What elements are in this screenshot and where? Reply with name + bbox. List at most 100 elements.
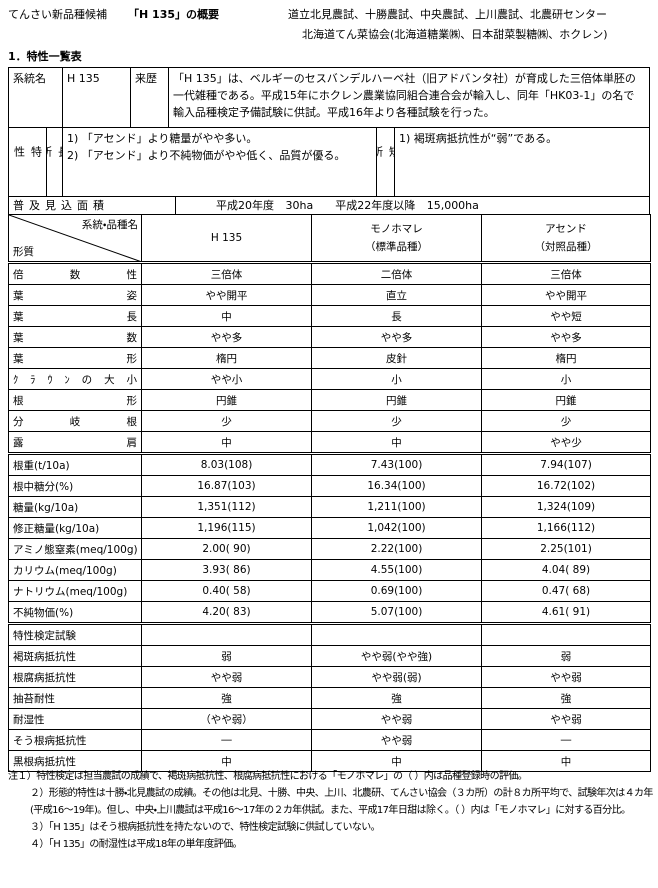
table-row: 露肩中中やや少 [8,431,651,454]
cell-value: 16.87(103) [141,475,312,497]
cell-value: 中 [141,305,312,327]
column-note: （標準品種） [365,241,428,253]
cell-value: 4.55(100) [311,559,482,581]
cell-value: 0.69(100) [311,580,482,602]
cell-value: 1,351(112) [141,496,312,518]
table-row: 不純物価(%) 4.20( 83) 5.07(100) 4.61( 91) [8,601,651,624]
cell-value: 5.07(100) [311,601,482,624]
cell-value: 楕円 [481,347,651,369]
row-label: そう根病抵抗性 [8,729,142,751]
corner-cell: 系統・品種名 形質 [8,214,142,263]
cell-value: 7.43(100) [311,452,482,476]
table-row: 根形 円錐 円錐 円錐 [8,389,651,411]
diagonal [9,215,141,262]
row-label: アミノ態窒素(meq/100g) [8,538,142,560]
table-row: 修正糖量(kg/10a) 1,196(115) 1,042(100) 1,166(11… [8,517,651,539]
row-label: 根腐病抵抗性 [8,666,142,688]
cell-value: 4.61( 91) [481,601,651,624]
table-row: 分岐根少少少 [8,410,651,432]
column-header: H 135 [141,214,312,263]
table-row: 褐斑病抵抗性弱やや弱(やや強) 弱 [8,645,651,667]
section-title: 1．特性一覧表 [8,50,82,63]
origin-label: 来歴 [130,67,169,128]
cell-value: 4.04( 89) [481,559,651,581]
row-label: 褐斑病抵抗性 [8,645,142,667]
cell-value: 皮針 [311,347,482,369]
cell-value: 7.94(107) [481,452,651,476]
cell-value: 中 [481,750,651,772]
trait-table: 系統・品種名 形質 H 135 モノホマレ （標準品種） アセンド （対照品種） 倍数性… [8,214,651,772]
note: ２）形態的特性は十勝・北見農試の成績。その他は北見、十勝、中央、上川、北農研、て… [30,788,653,816]
table-row: カリウム(meq/100g) 3.93( 86) 4.55(100) 4.04( 89… [8,559,651,581]
corner-top: 系統・品種名 [81,219,138,231]
cell-value: 1,196(115) [141,517,312,539]
row-label: 黒根病抵抗性 [8,750,142,772]
notes: 注１）特性検定は担当農試の成績で、褐斑病抵抗性、根腐病抵抗性における「モノホマレ… [8,768,653,853]
cell-value: やや弱(弱) [311,666,482,688]
table-row: ナトリウム(meq/100g) 0.40( 58) 0.69(100) 0.47( 6… [8,580,651,602]
doc-title: 「H 135」の概要 [128,8,219,21]
cell-value: 8.03(108) [141,452,312,476]
table-row: アミノ態窒素(meq/100g) 2.00( 90) 2.22(100) 2.25(1… [8,538,651,560]
cell-value: 中 [311,431,482,454]
demerits: 1) 褐斑病抵抗性が“弱”である。 [394,127,650,197]
demerit: 1) 褐斑病抵抗性が“弱”である。 [399,132,558,145]
cell-value: 少 [311,410,482,432]
row-label: 根重(t/10a) [8,452,142,476]
cell-value: 楕円 [141,347,312,369]
row-label: 不純物価(%) [8,601,142,624]
column-name: モノホマレ [370,223,423,235]
row-label: 抽苔耐性 [8,687,142,709]
area-value: 平成22年度以降 15,000ha [335,199,479,212]
cell-value: やや多 [481,326,651,348]
cell-value: 強 [141,687,312,709]
cell-value: 4.20( 83) [141,601,312,624]
row-label: 分岐根 [8,410,142,432]
cell-value: やや弱 [311,729,482,751]
cell-value: 弱 [141,645,312,667]
cell-value: 1,042(100) [311,517,482,539]
cell-value: やや開平 [141,284,312,306]
row-label: カリウム(meq/100g) [8,559,142,581]
merit: 2) 「アセンド」より不純物価がやや低く、品質が優る。 [67,149,346,162]
cell-value: 三倍体 [481,261,651,285]
organizations: 道立北見農試、十勝農試、中央農試、上川農試、北農研センター [288,8,607,21]
line-name: H 135 [62,67,131,128]
table-row: 黒根病抵抗性中中中 [8,750,651,772]
merit: 1) 「アセンド」より糖量がやや多い。 [67,132,258,145]
row-label: 根中糖分(%) [8,475,142,497]
group-title: 特性検定試験 [8,622,142,646]
note: 注１）特性検定は担当農試の成績で、褐斑病抵抗性、根腐病抵抗性における「モノホマレ… [8,771,528,782]
demerits-label: 短所 [376,127,395,197]
cell-value: 少 [481,410,651,432]
cell-value: 0.40( 58) [141,580,312,602]
cell-value: 円錐 [141,389,312,411]
cell-value: 弱 [481,645,651,667]
row-label: 露肩 [8,431,142,454]
note: ３）「H 135」はそう根病抵抗性を持たないので、特性検定試験に供試していない。 [30,822,381,833]
cell-value: 1,166(112) [481,517,651,539]
row-label: 葉長 [8,305,142,327]
cell-value: 小 [481,368,651,390]
corner-bottom: 形質 [13,246,34,258]
table-row: ｸﾗｳﾝの大小 やや小小小 [8,368,651,390]
row-label: 葉形 [8,347,142,369]
cell-value: やや多 [311,326,482,348]
cell-value: 強 [311,687,482,709]
empty-cell [141,622,312,646]
area: 平成20年度 30ha 平成22年度以降 15,000ha [175,196,650,215]
column-header: アセンド （対照品種） [481,214,651,263]
column-note: （対照品種） [534,241,598,253]
cell-value: 1,324(109) [481,496,651,518]
cell-value: 1,211(100) [311,496,482,518]
table-row: 葉形 楕円 皮針 楕円 [8,347,651,369]
organizations: 北海道てん菜協会(北海道糖業㈱、日本甜菜製糖㈱、ホクレン) [302,28,608,41]
cell-value: 0.47( 68) [481,580,651,602]
row-label: 修正糖量(kg/10a) [8,517,142,539]
cell-value: やや開平 [481,284,651,306]
cell-value: やや弱 [481,708,651,730]
area-label: 普及見込面積 [8,196,176,215]
row-label: 耐湿性 [8,708,142,730]
cell-value: 3.93( 86) [141,559,312,581]
